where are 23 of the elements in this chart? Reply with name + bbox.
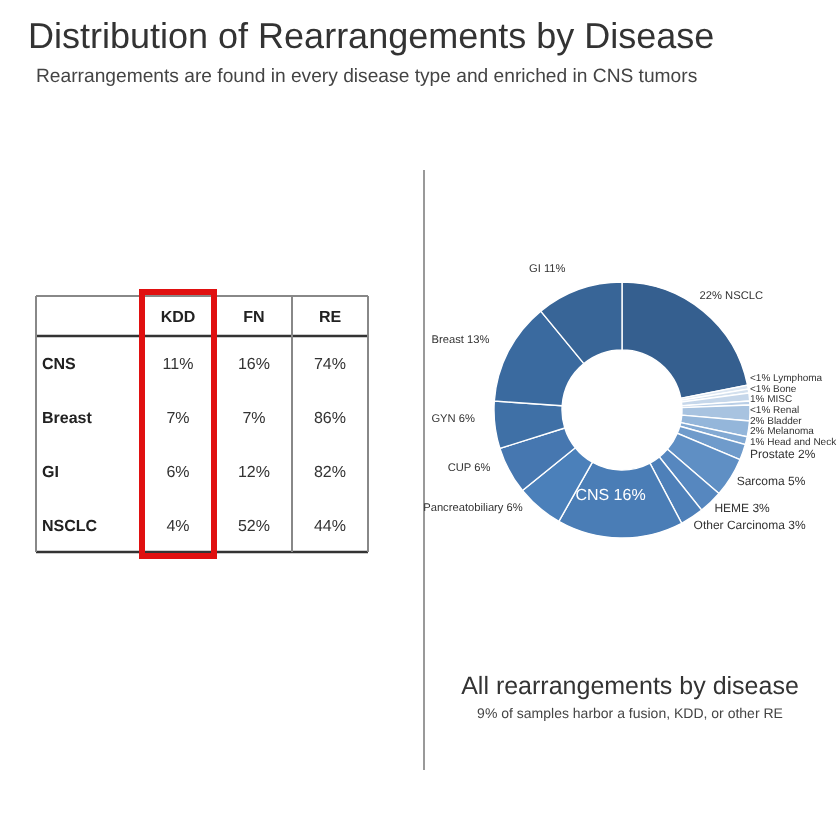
text: 52%: [237, 517, 271, 535]
text: 82%: [313, 463, 347, 481]
text: 6%: [166, 463, 190, 481]
text: Rearrangements are found in every disease type and enriched in CNS tumors: [36, 66, 700, 88]
category-label: KDD: [160, 308, 196, 326]
text: Distribution of Rearrangements by Disease: [28, 16, 717, 58]
text: 4%: [166, 517, 190, 535]
slice-label: CNS 16%: [575, 485, 646, 504]
text: 86%: [313, 409, 347, 427]
text: 74%: [313, 355, 347, 373]
category-label: NSCLC: [42, 517, 98, 535]
text: 16%: [237, 355, 271, 373]
text: 7%: [166, 409, 190, 427]
text: 11%: [162, 355, 194, 373]
text: 12%: [237, 463, 271, 481]
text: 44%: [313, 517, 347, 535]
category-label: GI: [42, 463, 59, 481]
category-label: Breast: [42, 409, 92, 427]
category-label: CNS: [42, 355, 76, 373]
category-label: RE: [318, 308, 343, 326]
text: All rearrangements by disease: [459, 672, 801, 700]
category-label: FN: [243, 308, 266, 326]
text: 7%: [242, 409, 266, 427]
